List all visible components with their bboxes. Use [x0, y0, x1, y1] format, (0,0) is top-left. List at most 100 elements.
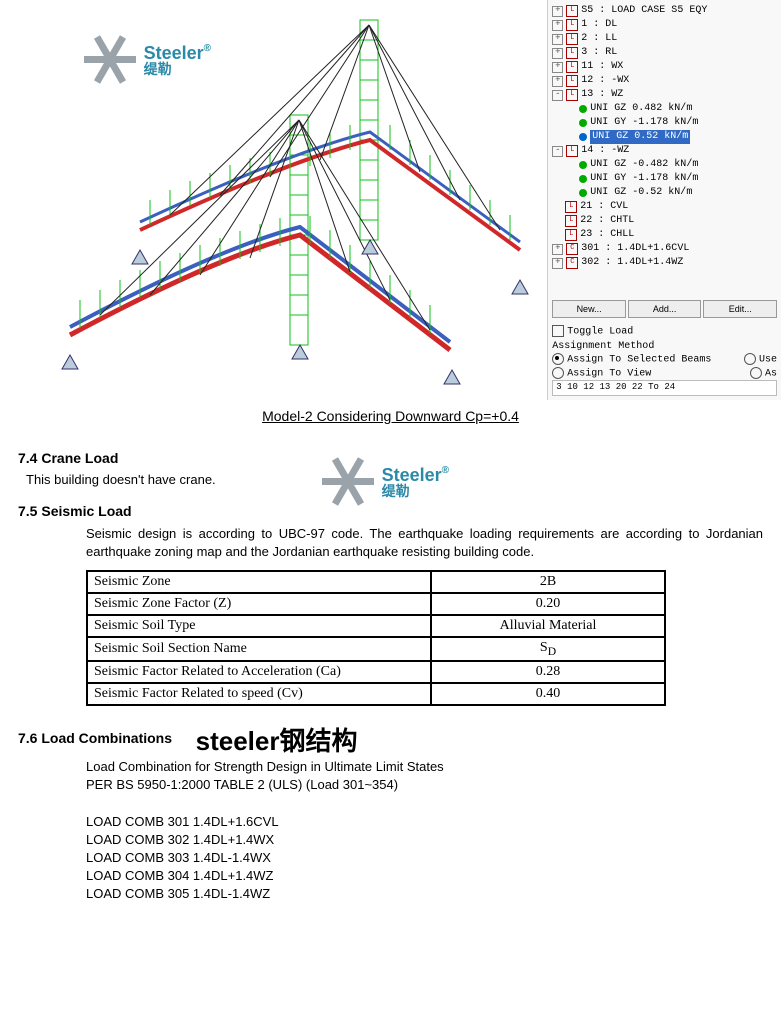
tree-item[interactable]: UNI GY -1.178 kN/m [552, 172, 781, 186]
load-tree-panel: +LS5 : LOAD CASE S5 EQY+L1 : DL+L2 : LL+… [548, 0, 781, 400]
expand-icon[interactable]: + [552, 34, 563, 45]
expand-icon[interactable]: + [552, 76, 563, 87]
structural-svg [0, 0, 548, 400]
seismic-table: Seismic Zone2BSeismic Zone Factor (Z)0.2… [86, 570, 666, 706]
load-icon: L [565, 201, 577, 213]
tree-item[interactable]: -L13 : WZ [552, 88, 781, 102]
load-icon: L [566, 47, 578, 59]
use-radio[interactable] [744, 353, 756, 365]
toggle-load-checkbox[interactable] [552, 325, 564, 337]
tree-item-label: 1 : DL [581, 18, 617, 32]
tree-item-label: UNI GZ 0.482 kN/m [590, 102, 692, 116]
tree-item[interactable]: UNI GZ -0.482 kN/m [552, 158, 781, 172]
expand-icon[interactable]: + [552, 20, 563, 31]
tree-item[interactable]: +L11 : WX [552, 60, 781, 74]
load-combination: LOAD COMB 304 1.4DL+1.4WZ [86, 867, 763, 885]
load-dot-icon [579, 175, 587, 183]
tree-item[interactable]: +LS5 : LOAD CASE S5 EQY [552, 4, 781, 18]
section-7-5-body: Seismic design is according to UBC-97 co… [86, 525, 763, 560]
edit-button[interactable]: Edit... [703, 300, 777, 318]
load-combination: LOAD COMB 303 1.4DL-1.4WX [86, 849, 763, 867]
load-dot-icon [579, 133, 587, 141]
load-dot-icon [579, 161, 587, 169]
tree-item-label: 14 : -WZ [581, 144, 629, 158]
table-cell: 0.40 [431, 683, 665, 705]
table-cell: Seismic Zone [87, 571, 431, 593]
tree-item-label: UNI GY -1.178 kN/m [590, 116, 698, 130]
tree-item[interactable]: +L12 : -WX [552, 74, 781, 88]
assign-view-radio[interactable] [552, 367, 564, 379]
table-cell: Alluvial Material [431, 615, 665, 637]
expand-icon[interactable]: + [552, 258, 563, 269]
watermark-text: steeler钢结构 [196, 721, 358, 758]
tree-item-label: 301 : 1.4DL+1.6CVL [581, 242, 689, 256]
assign-selected-radio[interactable] [552, 353, 564, 365]
tree-item[interactable]: L23 : CHLL [552, 228, 781, 242]
tree-item[interactable]: UNI GY -1.178 kN/m [552, 116, 781, 130]
table-cell: Seismic Factor Related to speed (Cv) [87, 683, 431, 705]
add-button[interactable]: Add... [628, 300, 702, 318]
tree-item[interactable]: UNI GZ 0.52 kN/m [552, 130, 781, 144]
load-icon: C [566, 243, 578, 255]
table-row: Seismic Soil TypeAlluvial Material [87, 615, 665, 637]
assignment-method-label: Assignment Method [552, 341, 777, 352]
load-comb-intro-1: Load Combination for Strength Design in … [86, 758, 763, 776]
expand-icon[interactable]: + [552, 62, 563, 73]
tree-item[interactable]: -L14 : -WZ [552, 144, 781, 158]
new-button[interactable]: New... [552, 300, 626, 318]
load-dot-icon [579, 119, 587, 127]
load-dot-icon [579, 189, 587, 197]
selection-text[interactable]: 3 10 12 13 20 22 To 24 [552, 380, 777, 396]
section-7-5-title: 7.5 Seismic Load [18, 503, 763, 519]
expand-icon[interactable]: - [552, 90, 563, 101]
expand-icon[interactable]: + [552, 48, 563, 59]
expand-icon[interactable]: + [552, 6, 563, 17]
load-icon: C [566, 257, 578, 269]
tree-item[interactable]: L21 : CVL [552, 200, 781, 214]
tree-item[interactable]: UNI GZ -0.52 kN/m [552, 186, 781, 200]
table-row: Seismic Factor Related to speed (Cv)0.40 [87, 683, 665, 705]
assign-selected-label: Assign To Selected Beams [567, 355, 711, 366]
tree-item[interactable]: +L1 : DL [552, 18, 781, 32]
load-comb-intro-2: PER BS 5950-1:2000 TABLE 2 (ULS) (Load 3… [86, 776, 763, 794]
tree-item[interactable]: +L3 : RL [552, 46, 781, 60]
figure-caption: Model-2 Considering Downward Cp=+0.4 [0, 408, 781, 424]
tree-item[interactable]: +L2 : LL [552, 32, 781, 46]
tree-item-label: UNI GZ 0.52 kN/m [590, 130, 690, 144]
section-7-4-body: This building doesn't have crane. [26, 472, 763, 487]
table-cell: Seismic Soil Section Name [87, 637, 431, 661]
tree-item[interactable]: UNI GZ 0.482 kN/m [552, 102, 781, 116]
tree-item[interactable]: +C301 : 1.4DL+1.6CVL [552, 242, 781, 256]
load-icon: L [566, 89, 578, 101]
load-icon: L [566, 75, 578, 87]
tree-item-label: UNI GY -1.178 kN/m [590, 172, 698, 186]
assign-view-label: Assign To View [567, 369, 651, 380]
table-row: Seismic Soil Section NameSD [87, 637, 665, 661]
tree-item-label: 21 : CVL [580, 200, 628, 214]
tree-item[interactable]: +C302 : 1.4DL+1.4WZ [552, 256, 781, 270]
table-cell: 0.28 [431, 661, 665, 683]
load-combination: LOAD COMB 301 1.4DL+1.6CVL [86, 813, 763, 831]
expand-icon[interactable]: + [552, 244, 563, 255]
model-diagram: Steeler®缇勒 [0, 0, 548, 400]
toggle-load-label: Toggle Load [567, 327, 633, 338]
load-combination: LOAD COMB 302 1.4DL+1.4WX [86, 831, 763, 849]
load-tree[interactable]: +LS5 : LOAD CASE S5 EQY+L1 : DL+L2 : LL+… [548, 0, 781, 270]
tree-item-label: 302 : 1.4DL+1.4WZ [581, 256, 683, 270]
load-icon: L [565, 229, 577, 241]
table-cell: Seismic Soil Type [87, 615, 431, 637]
as-radio[interactable] [750, 367, 762, 379]
section-7-6-title: 7.6 Load Combinations [18, 730, 172, 746]
tree-item-label: S5 : LOAD CASE S5 EQY [581, 4, 707, 18]
tree-item-label: UNI GZ -0.482 kN/m [590, 158, 698, 172]
load-combination: LOAD COMB 305 1.4DL-1.4WZ [86, 885, 763, 903]
tree-item-label: 12 : -WX [581, 74, 629, 88]
tree-item[interactable]: L22 : CHTL [552, 214, 781, 228]
expand-icon[interactable]: - [552, 146, 563, 157]
table-cell: Seismic Zone Factor (Z) [87, 593, 431, 615]
section-7-4-title: 7.4 Crane Load [18, 450, 763, 466]
tree-item-label: 2 : LL [581, 32, 617, 46]
load-icon: L [566, 145, 578, 157]
load-icon: L [566, 61, 578, 73]
load-icon: L [566, 33, 578, 45]
